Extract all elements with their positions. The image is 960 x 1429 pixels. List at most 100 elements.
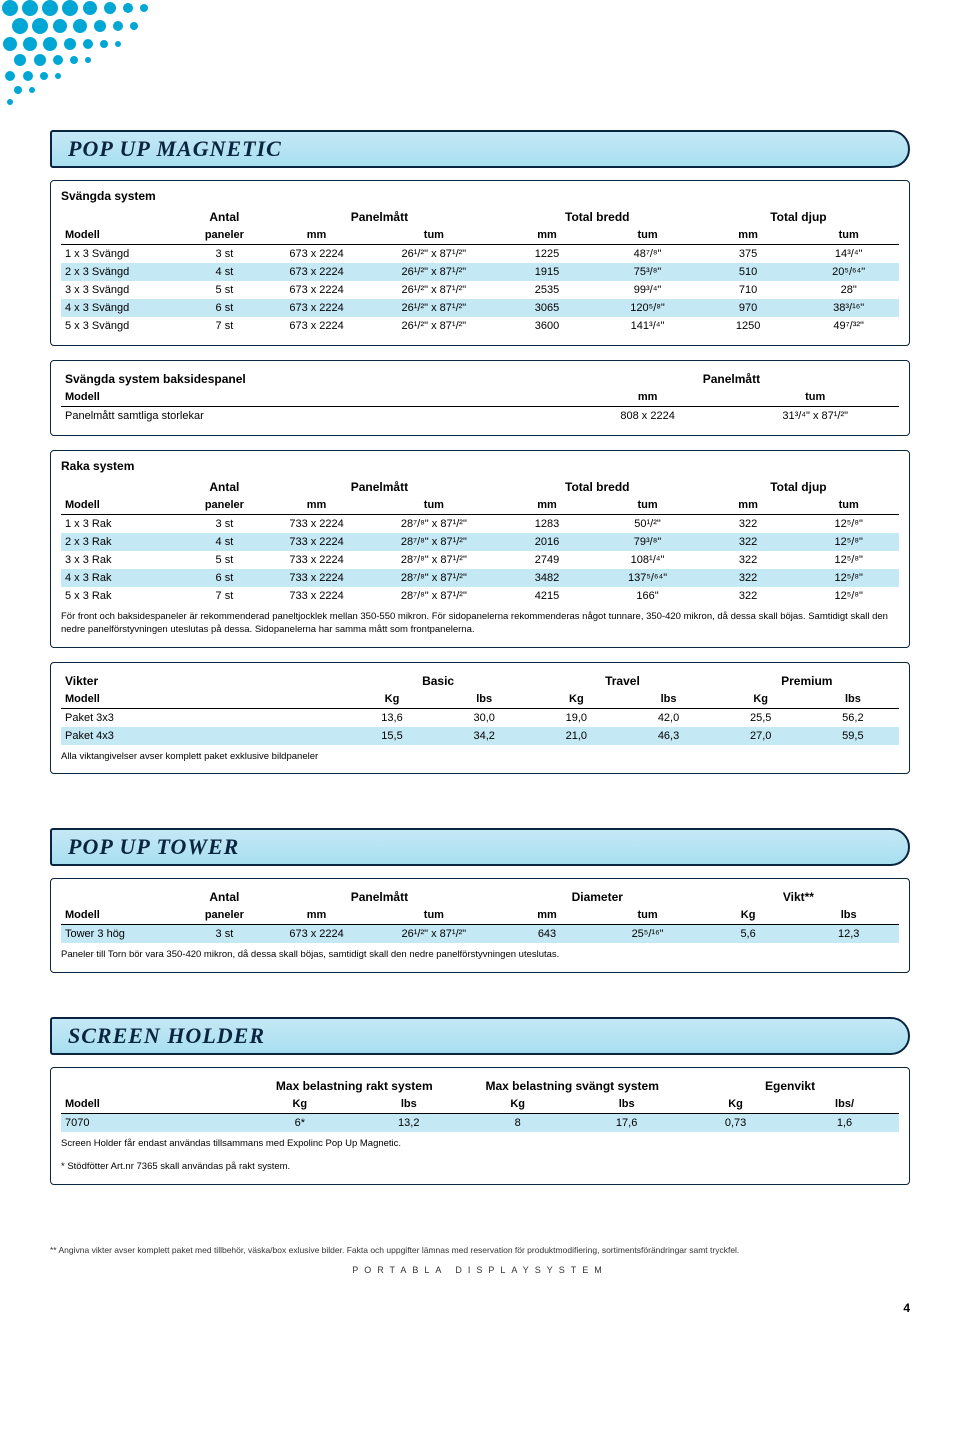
col-lbs: lbs: [807, 690, 899, 709]
cell: 56,2: [807, 708, 899, 727]
col-panelmatt: Panelmått: [262, 477, 497, 496]
col-mm: mm: [564, 388, 732, 407]
cell: 26¹/²" x 87¹/²": [371, 925, 497, 944]
col-basic: Basic: [346, 671, 530, 690]
table-title: Svängda system: [61, 189, 899, 207]
cell: 8: [463, 1114, 572, 1133]
cell: 34,2: [438, 727, 530, 745]
cell: 1,6: [790, 1114, 899, 1133]
cell: 28⁷/⁸" x 87¹/²": [371, 587, 497, 605]
cell: 19,0: [530, 708, 622, 727]
cell: 25⁵/¹⁶": [597, 925, 698, 944]
note: För front och baksidespaneler är rekomme…: [61, 605, 899, 637]
cell: 141³/⁴": [597, 317, 698, 335]
cell: 375: [698, 245, 799, 264]
cell: 15,5: [346, 727, 438, 745]
table-row: Tower 3 hög3 st673 x 222426¹/²" x 87¹/²"…: [61, 925, 899, 944]
col-rakt: Max belastning rakt system: [245, 1076, 463, 1095]
cell: 5,6: [698, 925, 799, 944]
col-mm: mm: [262, 906, 371, 925]
cell: 20⁵/⁶⁴": [798, 263, 899, 281]
cell: 28⁷/⁸" x 87¹/²": [371, 515, 497, 534]
cell: Paket 3x3: [61, 708, 346, 727]
cell: 26¹/²" x 87¹/²": [371, 263, 497, 281]
cell: 42,0: [622, 708, 714, 727]
col-lbs: lbs: [798, 906, 899, 925]
col-tum: tum: [798, 226, 899, 245]
cell: 7 st: [187, 587, 262, 605]
col-kg: Kg: [681, 1095, 790, 1114]
col-total-bredd: Total bredd: [497, 207, 698, 226]
col-travel: Travel: [530, 671, 714, 690]
cell: 673 x 2224: [262, 263, 371, 281]
table-row: 4 x 3 Svängd6 st673 x 222426¹/²" x 87¹/²…: [61, 299, 899, 317]
cell: 733 x 2224: [262, 587, 371, 605]
table-box-screen: Max belastning rakt system Max belastnin…: [50, 1067, 910, 1185]
cell: 733 x 2224: [262, 569, 371, 587]
col-svangt: Max belastning svängt system: [463, 1076, 681, 1095]
cell: 510: [698, 263, 799, 281]
col-diameter: Diameter: [497, 887, 698, 906]
cell: 673 x 2224: [262, 245, 371, 264]
cell: 27,0: [715, 727, 807, 745]
cell: 120⁵/⁸": [597, 299, 698, 317]
col-kg: Kg: [698, 906, 799, 925]
cell: 733 x 2224: [262, 533, 371, 551]
cell: 1 x 3 Svängd: [61, 245, 187, 264]
table-row: 2 x 3 Rak4 st733 x 222428⁷/⁸" x 87¹/²"20…: [61, 533, 899, 551]
col-lbs: lbs/: [790, 1095, 899, 1114]
col-paneler: paneler: [187, 226, 262, 245]
cell: 13,6: [346, 708, 438, 727]
cell: 322: [698, 551, 799, 569]
col-vikt: Vikt**: [698, 887, 899, 906]
cell: 673 x 2224: [262, 317, 371, 335]
table-row: Paket 3x313,630,019,042,025,556,2: [61, 708, 899, 727]
col-kg: Kg: [715, 690, 807, 709]
cell: 322: [698, 533, 799, 551]
cell: 108¹/⁴": [597, 551, 698, 569]
cell: 12⁵/⁸": [798, 587, 899, 605]
table-row: 4 x 3 Rak6 st733 x 222428⁷/⁸" x 87¹/²"34…: [61, 569, 899, 587]
cell: 2535: [497, 281, 598, 299]
col-modell: Modell: [61, 690, 346, 709]
cell: 50¹/²": [597, 515, 698, 534]
col-tum: tum: [597, 906, 698, 925]
col-antal: Antal: [187, 887, 262, 906]
table-row: 3 x 3 Svängd5 st673 x 222426¹/²" x 87¹/²…: [61, 281, 899, 299]
cell: 673 x 2224: [262, 281, 371, 299]
col-tum: tum: [597, 496, 698, 515]
col-tum: tum: [371, 906, 497, 925]
cell: 4 st: [187, 533, 262, 551]
col-mm: mm: [698, 496, 799, 515]
col-modell: Modell: [61, 1095, 245, 1114]
col-mm: mm: [698, 226, 799, 245]
col-mm: mm: [497, 496, 598, 515]
cell: 26¹/²" x 87¹/²": [371, 317, 497, 335]
table-row: 5 x 3 Rak7 st733 x 222428⁷/⁸" x 87¹/²"42…: [61, 587, 899, 605]
cell: 733 x 2224: [262, 515, 371, 534]
cell: 26¹/²" x 87¹/²": [371, 245, 497, 264]
cell: 6 st: [187, 569, 262, 587]
cell: 7 st: [187, 317, 262, 335]
cell: 673 x 2224: [262, 299, 371, 317]
footnote: ** Angivna vikter avser komplett paket m…: [0, 1245, 960, 1255]
section-header-tower: POP UP TOWER: [50, 828, 910, 866]
cell: 3 st: [187, 245, 262, 264]
table-row: Paket 4x315,534,221,046,327,059,5: [61, 727, 899, 745]
col-modell: Modell: [61, 388, 564, 407]
cell: 30,0: [438, 708, 530, 727]
cell: 46,3: [622, 727, 714, 745]
col-mm: mm: [262, 226, 371, 245]
section-header-screen: SCREEN HOLDER: [50, 1017, 910, 1055]
col-tum: tum: [371, 496, 497, 515]
cell: 3482: [497, 569, 598, 587]
cell: 322: [698, 515, 799, 534]
cell: Panelmått samtliga storlekar: [61, 407, 564, 426]
cell: 99³/⁴": [597, 281, 698, 299]
cell: 322: [698, 587, 799, 605]
table-row: 2 x 3 Svängd4 st673 x 222426¹/²" x 87¹/²…: [61, 263, 899, 281]
cell: 17,6: [572, 1114, 681, 1133]
cell: 49⁷/³²": [798, 317, 899, 335]
cell: 5 st: [187, 281, 262, 299]
cell: 1225: [497, 245, 598, 264]
